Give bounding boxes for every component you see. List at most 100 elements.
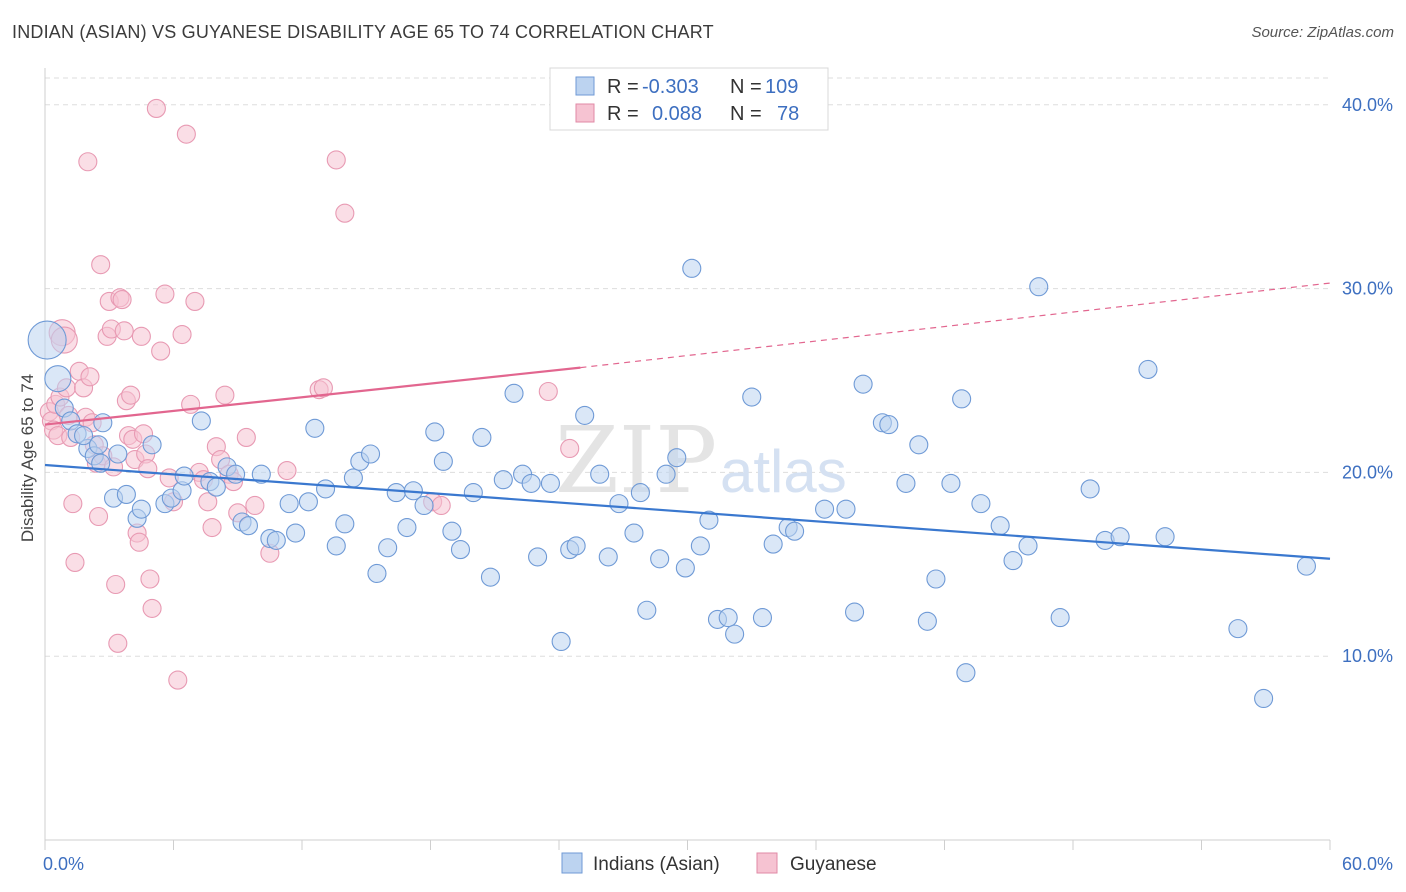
x-tick-labels: 0.0% 60.0% — [43, 854, 1393, 874]
guyanese-point-39 — [129, 532, 149, 552]
indian-point-40 — [360, 444, 381, 464]
guyanese-point-44 — [140, 569, 160, 589]
indian-point-54 — [493, 470, 513, 490]
x-tick-label-0: 0.0% — [43, 854, 84, 874]
indian-point-23 — [206, 477, 226, 497]
legend-swatch-indians — [575, 76, 595, 96]
indian-point-25 — [226, 464, 246, 484]
indian-point-72 — [667, 448, 687, 468]
indian-point-38 — [343, 468, 363, 488]
indian-trend-line — [44, 463, 1331, 560]
indian-point-82 — [763, 534, 783, 554]
stats-legend-box — [549, 67, 829, 131]
guyanese-point-76 — [560, 438, 580, 459]
indian-point-55 — [504, 383, 524, 403]
indian-point-16 — [142, 435, 162, 455]
indian-point-97 — [956, 663, 976, 683]
guyanese-point-72 — [335, 203, 355, 223]
indian-point-88 — [853, 374, 873, 394]
y-tick-label-2: 30.0% — [1342, 279, 1393, 299]
indian-point-98 — [971, 494, 991, 514]
indian-point-95 — [941, 473, 961, 493]
axes — [44, 68, 1331, 850]
indian-point-96 — [952, 389, 972, 409]
legend-r-value-1: -0.303 — [642, 76, 699, 98]
indian-point-50 — [450, 540, 471, 560]
guyanese-trend-line — [44, 366, 581, 426]
guyanese-point-55 — [185, 291, 205, 311]
legend-n-value-2: 78 — [777, 103, 799, 125]
guyanese-point-45 — [142, 598, 162, 618]
indian-point-75 — [690, 536, 710, 556]
indian-point-1 — [44, 365, 72, 393]
indian-point-30 — [266, 530, 286, 550]
indian-point-0 — [27, 320, 67, 360]
guyanese-point-17 — [80, 367, 100, 387]
indian-point-15 — [131, 499, 151, 519]
guyanese-point-48 — [155, 284, 175, 304]
indian-point-57 — [521, 473, 541, 493]
indian-point-60 — [551, 631, 571, 652]
guyanese-point-40 — [131, 326, 151, 346]
series-label-indians: Indians (Asian) — [593, 854, 720, 875]
indian-point-90 — [879, 415, 899, 435]
stats-legend: R = -0.303 N = 109 R = 0.088 N = 78 — [549, 67, 829, 131]
trend-lines — [44, 282, 1331, 560]
indian-point-66 — [609, 494, 629, 514]
y-axis-label: Disability Age 65 to 74 — [18, 374, 37, 542]
guyanese-point-71 — [326, 150, 346, 170]
legend-r-label-2: R = — [607, 103, 639, 125]
indian-point-35 — [316, 479, 336, 499]
series-label-guyanese: Guyanese — [790, 854, 877, 875]
indian-point-47 — [425, 422, 445, 442]
indian-point-108 — [1155, 527, 1175, 547]
indian-point-76 — [699, 510, 719, 530]
guyanese-point-29 — [108, 633, 128, 653]
legend-r-value-2: 0.088 — [652, 103, 702, 125]
legend-n-label-1: N = — [730, 76, 762, 98]
indian-point-109 — [1228, 619, 1248, 639]
indian-point-41 — [367, 563, 387, 584]
x-tick-label-1: 60.0% — [1342, 854, 1393, 874]
guyanese-point-11 — [63, 494, 83, 514]
legend-swatch-guyanese — [575, 103, 595, 123]
indian-point-32 — [286, 523, 306, 543]
indian-point-101 — [1018, 536, 1038, 556]
indian-point-10 — [93, 413, 113, 433]
indian-point-49 — [442, 521, 462, 541]
y-tick-label-3: 40.0% — [1342, 95, 1393, 115]
indian-point-92 — [909, 435, 929, 455]
indian-point-84 — [785, 521, 805, 541]
guyanese-point-77 — [313, 378, 333, 398]
indian-point-107 — [1138, 359, 1158, 379]
legend-n-label-2: N = — [730, 103, 762, 125]
guyanese-point-22 — [91, 255, 111, 275]
guyanese-point-59 — [202, 517, 222, 538]
guyanese-point-35 — [121, 385, 141, 405]
indian-point-85 — [815, 499, 835, 519]
guyanese-point-43 — [138, 459, 158, 479]
indian-point-43 — [386, 483, 406, 503]
guyanese-point-62 — [215, 385, 235, 405]
watermark: ZIP atlas — [555, 407, 847, 514]
indian-point-70 — [650, 549, 670, 569]
guyanese-point-32 — [114, 321, 134, 341]
indian-point-94 — [926, 569, 946, 589]
indian-point-110 — [1254, 688, 1274, 709]
guyanese-trend-extension — [580, 282, 1331, 369]
legend-n-value-1: 109 — [765, 76, 798, 98]
indian-point-80 — [742, 387, 762, 407]
indian-point-27 — [238, 516, 259, 536]
indian-point-31 — [279, 494, 299, 514]
indian-point-74 — [682, 258, 702, 278]
indian-point-68 — [630, 483, 650, 503]
indian-point-71 — [656, 464, 676, 484]
source-credit: Source: ZipAtlas.com — [1251, 24, 1394, 41]
indian-point-99 — [990, 516, 1010, 536]
indian-point-46 — [414, 495, 434, 516]
guyanese-point-74 — [431, 495, 451, 516]
series-legend: Indians (Asian) Guyanese — [561, 852, 877, 875]
indian-point-111 — [1296, 556, 1316, 576]
indian-point-11 — [108, 444, 128, 464]
